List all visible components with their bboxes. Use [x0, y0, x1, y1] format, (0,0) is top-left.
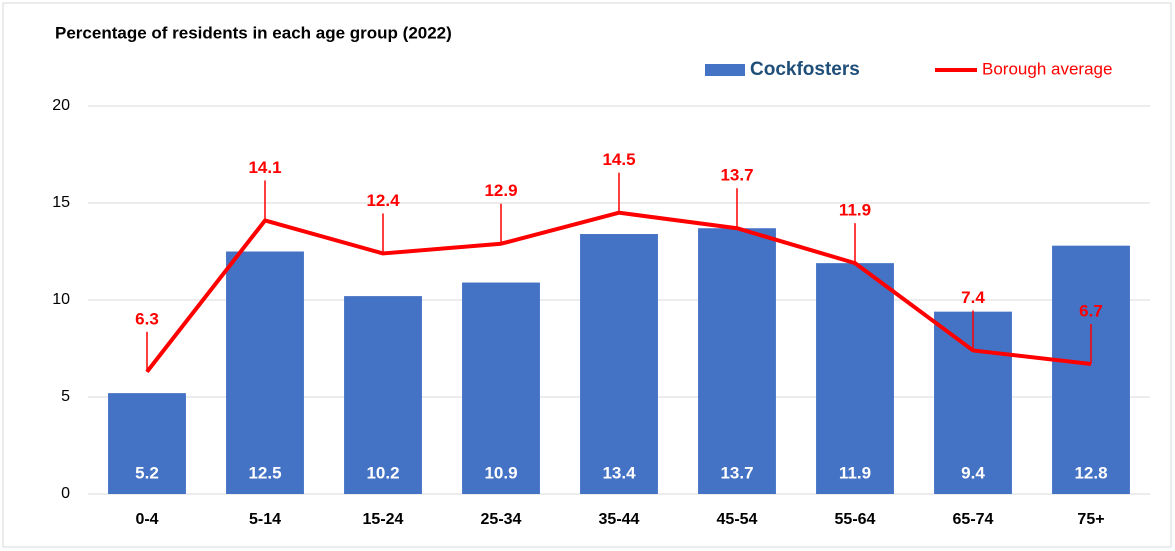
y-tick-label: 20 — [52, 97, 70, 114]
y-tick-label: 0 — [61, 485, 70, 502]
bar — [226, 251, 304, 494]
bar-value-label: 9.4 — [961, 463, 985, 482]
x-tick-label: 55-64 — [835, 511, 876, 528]
y-tick-label: 5 — [61, 388, 70, 405]
bar-value-label: 11.9 — [839, 463, 871, 482]
x-tick-label: 0-4 — [135, 511, 158, 528]
x-tick-label: 45-54 — [717, 511, 758, 528]
bar — [816, 263, 894, 494]
x-tick-label: 25-34 — [481, 511, 522, 528]
chart-title: Percentage of residents in each age grou… — [55, 23, 452, 42]
line-value-label: 6.7 — [1079, 302, 1103, 321]
bar — [698, 228, 776, 494]
x-tick-label: 65-74 — [953, 511, 994, 528]
line-value-label: 14.1 — [248, 158, 281, 177]
line-value-label: 13.7 — [720, 166, 753, 185]
x-tick-label: 5-14 — [249, 511, 281, 528]
legend-label: Cockfosters — [750, 59, 860, 80]
bar-value-label: 10.9 — [484, 463, 517, 482]
line-value-label: 14.5 — [602, 150, 635, 169]
bar-value-label: 13.4 — [602, 463, 636, 482]
legend-swatch — [705, 64, 745, 76]
bar — [580, 234, 658, 495]
line-value-label: 12.4 — [366, 191, 400, 210]
bar — [344, 296, 422, 494]
x-tick-label: 15-24 — [363, 511, 404, 528]
line-value-label: 11.9 — [839, 201, 871, 220]
y-tick-label: 15 — [52, 194, 70, 211]
bar-value-label: 10.2 — [366, 463, 399, 482]
line-value-label: 6.3 — [135, 309, 159, 328]
bar-value-label: 5.2 — [135, 463, 159, 482]
y-tick-label: 10 — [52, 291, 70, 308]
bar — [108, 393, 186, 494]
line-value-label: 12.9 — [484, 181, 517, 200]
x-tick-label: 35-44 — [599, 511, 640, 528]
bar — [1052, 245, 1130, 494]
line-value-label: 7.4 — [961, 288, 985, 307]
bar — [462, 282, 540, 494]
bar-value-label: 12.8 — [1074, 463, 1107, 482]
bar-value-label: 12.5 — [248, 463, 281, 482]
legend-label: Borough average — [982, 59, 1112, 78]
x-tick-label: 75+ — [1077, 511, 1104, 528]
bar-value-label: 13.7 — [720, 463, 753, 482]
